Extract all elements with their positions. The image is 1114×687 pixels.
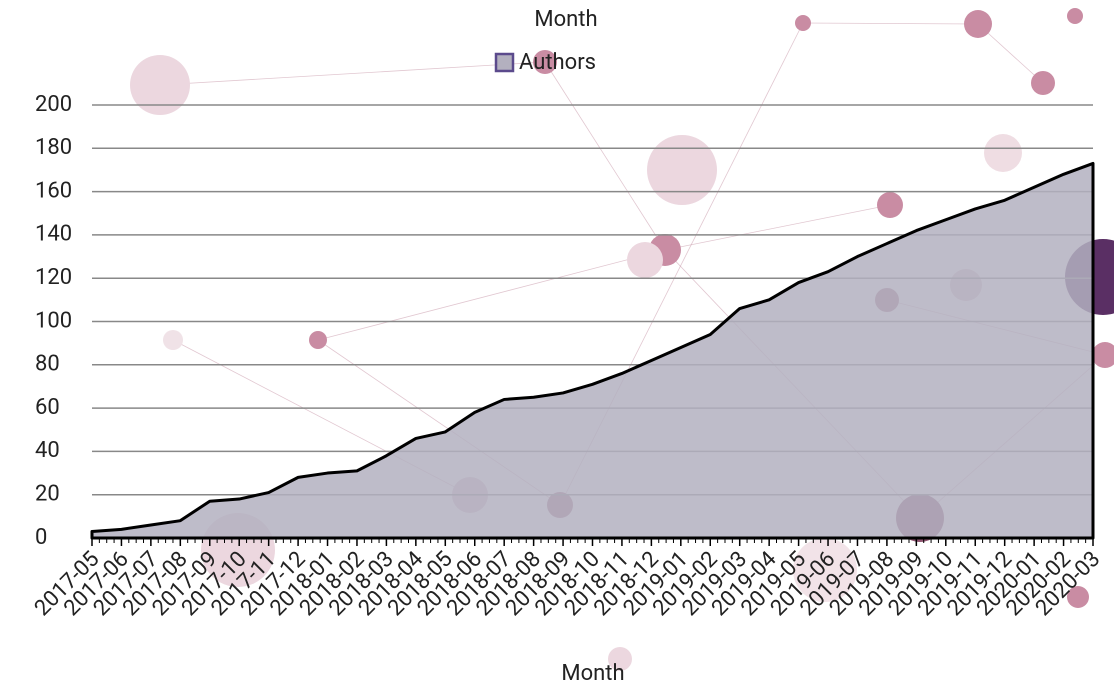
y-tick-label: 160	[35, 178, 72, 203]
y-tick-label: 40	[35, 438, 60, 463]
y-tick-label: 20	[35, 482, 60, 507]
chart-title: Month	[534, 7, 597, 32]
y-tick-label: 200	[35, 92, 72, 117]
y-tick-label: 60	[35, 395, 60, 420]
area	[90, 161, 1095, 540]
y-tick-label: 0	[35, 525, 47, 550]
y-tick-label: 140	[35, 222, 72, 247]
legend-label: Authors	[519, 50, 596, 75]
y-tick-label: 120	[35, 265, 72, 290]
y-tick-label: 180	[35, 135, 72, 160]
y-tick-label: 80	[35, 352, 60, 377]
y-tick-label: 100	[35, 308, 72, 333]
legend-swatch	[494, 52, 515, 73]
x-axis-label: Month	[561, 661, 624, 686]
